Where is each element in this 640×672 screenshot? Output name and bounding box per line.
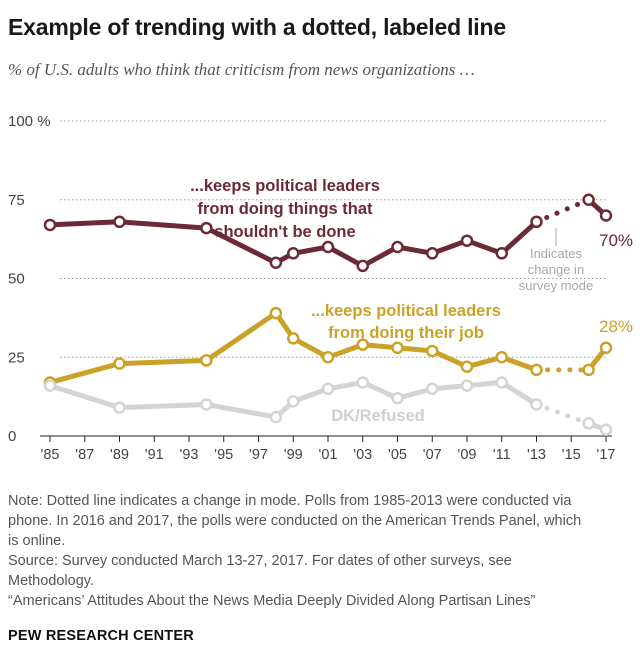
data-point [269, 256, 283, 269]
data-point [391, 240, 404, 254]
x-tick-label: '97 [249, 447, 268, 463]
y-tick-label: 0 [8, 428, 16, 445]
series-label: from doing their job [328, 324, 484, 342]
source-line: Source: Survey conducted March 13-27, 20… [8, 553, 512, 569]
data-point [287, 395, 300, 408]
data-point [599, 423, 613, 436]
data-point [113, 357, 126, 370]
report-title: “Americans’ Attitudes About the News Med… [8, 593, 536, 609]
data-point [43, 218, 57, 232]
x-tick-label: '15 [562, 447, 581, 463]
x-tick-label: '87 [75, 447, 94, 463]
series-dotted-line [534, 402, 592, 426]
data-point [426, 344, 439, 358]
x-tick-label: '93 [180, 447, 199, 463]
data-point [530, 363, 543, 377]
chart-subtitle: % of U.S. adults who think that criticis… [8, 60, 475, 79]
data-point [321, 240, 335, 254]
series-dotted-line [534, 197, 592, 225]
y-tick-label: 75 [8, 192, 25, 209]
source-line: Methodology. [8, 573, 94, 589]
chart-title: Example of trending with a dotted, label… [8, 14, 506, 40]
data-point [599, 209, 613, 222]
annotation-text: survey mode [519, 278, 593, 293]
x-tick-label: '91 [145, 447, 164, 463]
x-tick-label: '09 [458, 447, 477, 463]
data-point [321, 382, 335, 395]
data-point [113, 401, 126, 414]
note-line: Note: Dotted line indicates a change in … [8, 493, 572, 509]
x-tick-label: '11 [493, 447, 511, 463]
x-tick-label: '85 [41, 447, 60, 463]
data-point [426, 247, 439, 260]
series-label: ...keeps political leaders [190, 177, 380, 195]
x-tick-label: '99 [284, 447, 303, 463]
data-point [599, 341, 613, 355]
y-tick-label: 100 % [8, 113, 51, 130]
data-point [269, 410, 283, 424]
note-line: is online. [8, 533, 66, 549]
data-point [321, 351, 335, 364]
data-point [582, 193, 595, 206]
x-tick-label: '07 [423, 447, 442, 463]
data-point [582, 417, 595, 430]
data-point [356, 338, 369, 351]
brand-logo-text: PEW RESEARCH CENTER [8, 628, 194, 644]
note-line: phone. In 2016 and 2017, the polls were … [8, 513, 582, 529]
series-label: ...keeps political leaders [311, 302, 501, 320]
x-tick-label: '01 [319, 447, 338, 463]
data-point [113, 215, 126, 229]
annotation-text: Indicates [530, 246, 583, 261]
data-point [356, 376, 369, 389]
data-point [460, 360, 474, 373]
x-tick-label: '13 [527, 447, 546, 463]
data-label: 28% [599, 317, 633, 336]
data-point [460, 234, 474, 247]
y-tick-label: 25 [8, 349, 25, 366]
data-point [200, 398, 213, 411]
data-point [530, 398, 543, 411]
data-point [426, 382, 439, 395]
x-tick-label: '95 [214, 447, 233, 463]
x-tick-label: '89 [110, 447, 129, 463]
data-point [495, 351, 508, 364]
data-point [287, 332, 300, 345]
data-point [460, 379, 474, 392]
line-chart: 100 % 75 50 25 0 '85 '87 '89 '91 '93 '95 '97 '99 '01 '… [8, 113, 633, 463]
y-tick-label: 50 [8, 271, 25, 288]
chart-notes: Note: Dotted line indicates a change in … [8, 491, 628, 611]
data-point [287, 247, 300, 260]
data-point [43, 379, 57, 392]
data-point [200, 354, 213, 367]
data-point [391, 341, 404, 355]
series-label: DK/Refused [331, 407, 425, 425]
data-point [356, 259, 369, 273]
annotation-text: change in [528, 262, 584, 277]
series-label: shouldn't be done [214, 223, 355, 241]
data-point [582, 363, 595, 377]
data-point [200, 221, 213, 235]
x-tick-label: '05 [388, 447, 407, 463]
data-point [495, 376, 508, 389]
x-tick-label: '17 [597, 447, 616, 463]
data-point [391, 391, 404, 405]
x-tick-label: '03 [353, 447, 372, 463]
data-point [530, 215, 543, 229]
data-label: 70% [599, 231, 633, 250]
data-point [269, 306, 283, 320]
data-point [495, 247, 508, 260]
series-label: from doing things that [197, 200, 373, 218]
